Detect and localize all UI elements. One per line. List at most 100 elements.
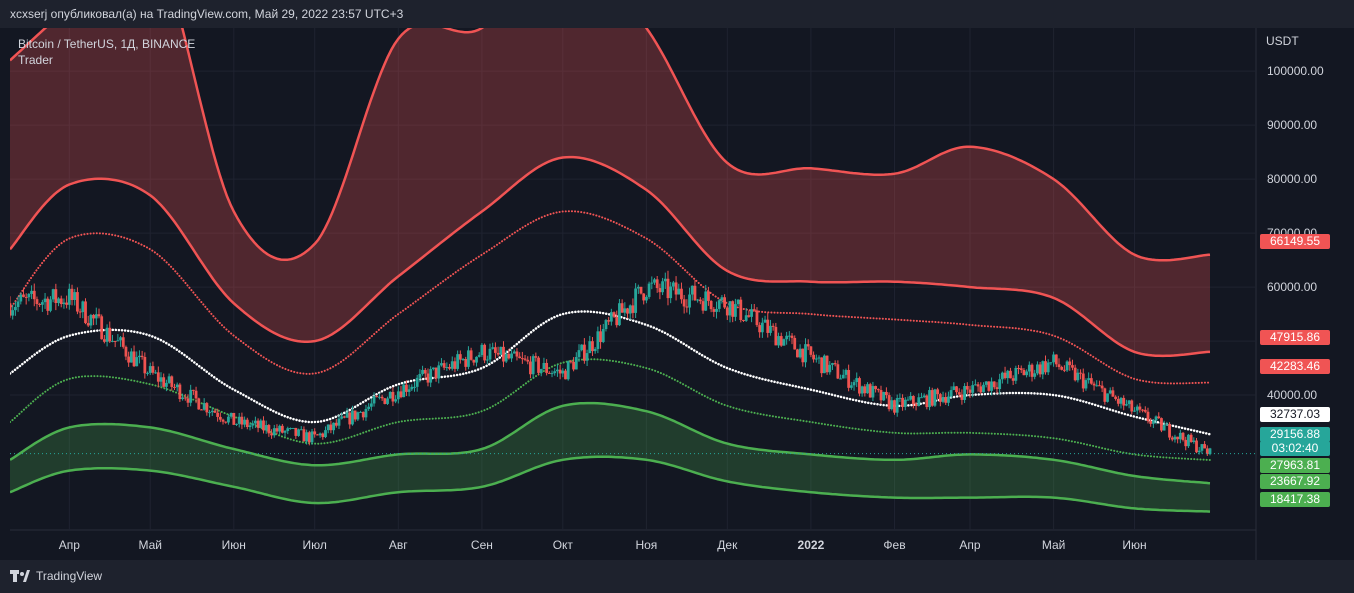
candle: [175, 384, 179, 388]
candle: [661, 281, 664, 293]
y-tick-label: 80000.00: [1267, 172, 1317, 186]
candle: [218, 416, 222, 420]
candle: [426, 373, 430, 383]
candle: [278, 425, 282, 432]
candle: [593, 348, 597, 352]
candle: [1108, 390, 1112, 394]
indicator-label[interactable]: Trader: [18, 53, 53, 67]
candle: [901, 397, 904, 407]
candle: [990, 381, 993, 391]
candle: [35, 299, 39, 305]
candle: [876, 389, 880, 391]
candle: [979, 386, 983, 393]
candle: [442, 363, 446, 368]
candle: [822, 355, 826, 374]
candle: [13, 307, 17, 311]
candle: [413, 386, 416, 388]
candle: [752, 309, 756, 311]
candle: [925, 395, 929, 408]
candle: [849, 385, 853, 388]
candle: [1165, 424, 1169, 426]
candle: [866, 384, 869, 394]
candle: [483, 344, 487, 361]
price-tag: 03:02:40: [1260, 441, 1330, 456]
candle: [798, 348, 802, 358]
candle: [407, 389, 411, 392]
candle: [458, 354, 462, 360]
candle: [952, 386, 956, 391]
candle: [361, 411, 365, 418]
candle: [774, 326, 778, 346]
candle: [224, 421, 228, 423]
candle: [205, 403, 209, 413]
symbol-label[interactable]: Bitcoin / TetherUS, 1Д, BINANCE: [18, 37, 196, 51]
candle: [329, 424, 333, 431]
candle: [251, 423, 255, 426]
candle: [76, 292, 79, 312]
candle: [70, 288, 74, 301]
candle: [267, 425, 271, 434]
candle: [183, 397, 187, 399]
candle: [1098, 385, 1101, 387]
candle: [256, 420, 260, 428]
candle: [138, 355, 141, 358]
price-tag: 23667.92: [1260, 474, 1330, 489]
candle: [965, 386, 969, 390]
candle: [542, 362, 546, 370]
candle: [135, 357, 139, 367]
candle: [1141, 409, 1144, 411]
brand-label: TradingView: [36, 569, 103, 583]
candle: [22, 294, 25, 297]
candle: [283, 431, 287, 433]
candle: [116, 340, 120, 342]
candle: [615, 316, 619, 326]
candle: [1011, 378, 1015, 381]
candle: [113, 340, 117, 342]
candle: [499, 346, 503, 355]
candle: [121, 337, 125, 347]
candle: [348, 412, 352, 425]
candle: [132, 351, 136, 367]
candle: [369, 403, 373, 407]
candle: [1125, 404, 1128, 406]
x-tick-label: Июл: [303, 538, 327, 552]
candle: [367, 406, 371, 409]
candle: [194, 390, 198, 399]
candle: [1116, 398, 1120, 404]
x-tick-label: Сен: [471, 538, 493, 552]
candle: [243, 419, 247, 425]
candle: [914, 403, 918, 406]
candle: [202, 403, 206, 410]
candle: [19, 294, 23, 302]
brand[interactable]: TradingView: [10, 569, 102, 583]
candle: [1062, 369, 1066, 371]
candle: [475, 356, 478, 363]
candle: [294, 427, 298, 436]
candle: [1076, 372, 1080, 381]
candle: [707, 291, 710, 301]
x-tick-label: 2022: [798, 538, 825, 552]
candle: [1146, 411, 1150, 422]
candle: [391, 391, 395, 402]
candle: [588, 341, 592, 354]
upper-band-fill: [10, 28, 1210, 356]
candle: [591, 341, 594, 352]
candle: [917, 397, 921, 406]
candle: [550, 373, 554, 375]
candle: [275, 428, 279, 432]
candle: [922, 395, 926, 398]
candle: [105, 327, 109, 342]
candle: [178, 384, 182, 400]
candle: [345, 412, 349, 418]
candle: [682, 299, 686, 307]
mid-dotted-line: [10, 310, 1212, 436]
candle: [580, 344, 584, 351]
candle: [1030, 364, 1034, 377]
candle: [1071, 365, 1074, 368]
x-tick-label: Май: [138, 538, 162, 552]
candle: [10, 303, 12, 316]
candle: [1038, 364, 1042, 375]
candle: [119, 337, 122, 341]
candle: [1162, 425, 1166, 431]
